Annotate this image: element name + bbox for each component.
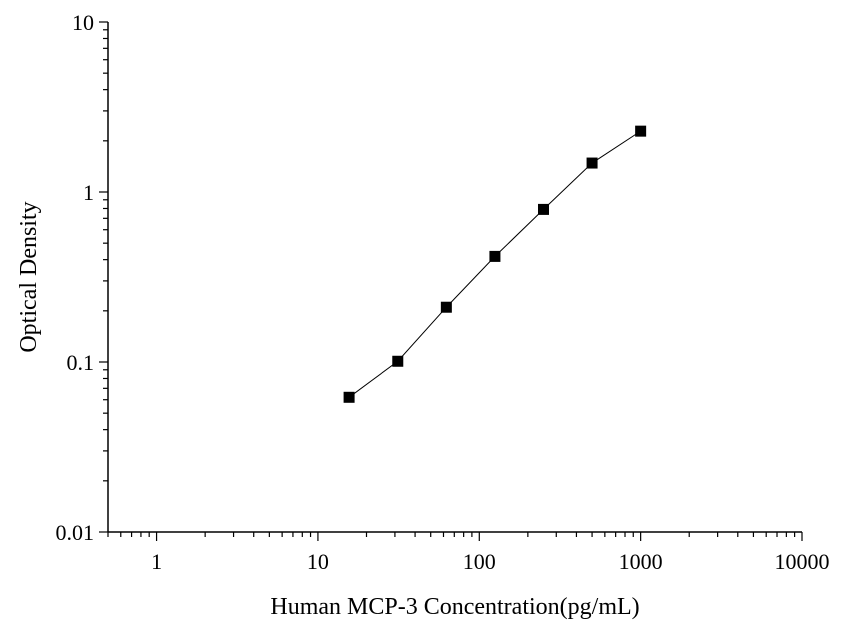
y-axis-title: Optical Density <box>16 201 42 352</box>
x-tick-label: 10 <box>307 549 329 574</box>
x-tick-label: 1 <box>151 549 162 574</box>
axes <box>107 22 802 533</box>
data-point-marker <box>635 125 647 137</box>
y-tick-labels: 0.01 0.1 1 10 <box>56 10 95 545</box>
data-point-marker <box>392 355 404 367</box>
data-point-marker <box>489 250 501 262</box>
data-point-marker <box>343 391 355 403</box>
x-tick-label: 1000 <box>619 549 663 574</box>
x-tick-label: 10000 <box>775 549 830 574</box>
data-point-marker <box>586 157 598 169</box>
y-tick-label: 0.1 <box>67 350 95 375</box>
y-tick-label: 1 <box>83 180 94 205</box>
y-tick-label: 10 <box>72 10 94 35</box>
x-axis-title: Human MCP-3 Concentration(pg/mL) <box>270 594 639 620</box>
data-point-marker <box>537 203 549 215</box>
x-ticks <box>107 532 803 541</box>
data-point-marker <box>440 301 452 313</box>
y-tick-label: 0.01 <box>56 520 95 545</box>
x-tick-label: 100 <box>463 549 496 574</box>
y-ticks <box>99 21 108 533</box>
x-tick-labels: 1 10 100 1000 10000 <box>151 549 829 574</box>
series-group <box>343 125 647 403</box>
